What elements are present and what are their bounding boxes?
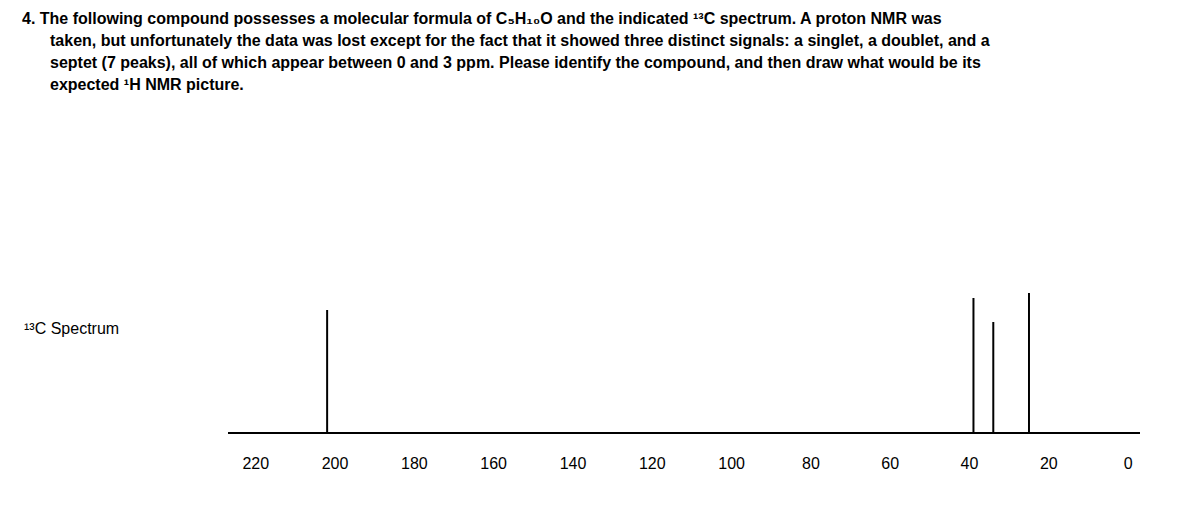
svg-text:200: 200: [322, 455, 349, 472]
svg-text:0: 0: [1124, 455, 1133, 472]
svg-text:180: 180: [401, 455, 428, 472]
svg-text:20: 20: [1040, 455, 1058, 472]
svg-text:160: 160: [480, 455, 507, 472]
html-text:septet (7 peaks), all of which: septet (7 peaks), all of which appear be…: [50, 54, 981, 71]
svg-text:80: 80: [802, 455, 820, 472]
html-text:4. The following compound poss: 4. The following compound possesses a mo…: [22, 10, 942, 27]
svg-text:220: 220: [242, 455, 269, 472]
html-text:expected ¹H NMR picture.: expected ¹H NMR picture.: [50, 76, 244, 93]
svg-text:60: 60: [881, 455, 899, 472]
svg-text:120: 120: [639, 455, 666, 472]
svg-text:¹³C Spectrum: ¹³C Spectrum: [24, 320, 119, 337]
svg-text:140: 140: [560, 455, 587, 472]
svg-text:40: 40: [961, 455, 979, 472]
html-text:taken, but unfortunately the d: taken, but unfortunately the data was lo…: [50, 32, 990, 49]
svg-text:100: 100: [718, 455, 745, 472]
